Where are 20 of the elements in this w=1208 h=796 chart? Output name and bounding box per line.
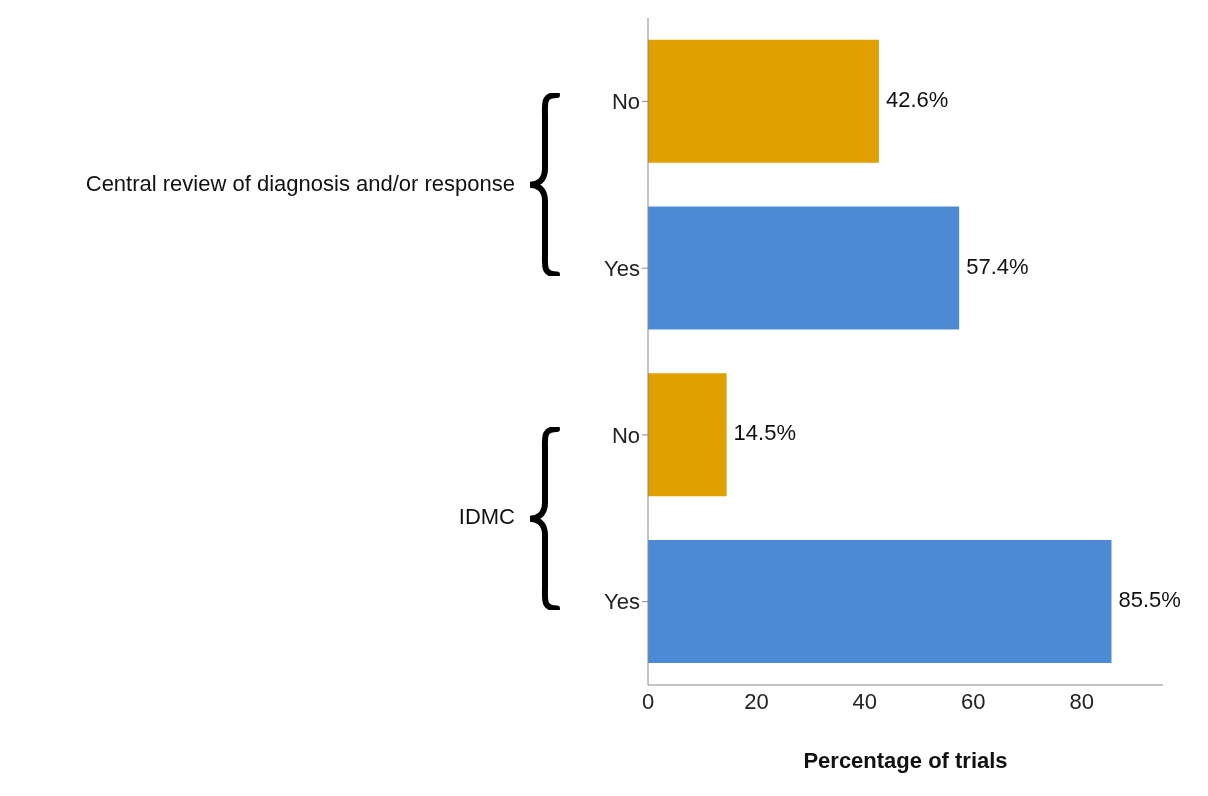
bar <box>648 39 879 163</box>
y-tick-label: No <box>611 89 640 115</box>
y-tick-label: Yes <box>604 589 640 615</box>
x-tick-label: 20 <box>744 688 769 714</box>
data-label: 85.5% <box>1118 587 1181 613</box>
text: Central review of diagnosis and/or response <box>85 170 515 197</box>
bar <box>648 206 960 330</box>
x-tick-label: 0 <box>641 688 655 714</box>
x-tick-label: 80 <box>1069 688 1094 714</box>
text: IDMC <box>458 504 515 531</box>
data-label: 42.6% <box>885 86 949 112</box>
y-tick-label: No <box>611 422 640 448</box>
data-label: 14.5% <box>733 420 796 446</box>
data-label: 57.4% <box>966 253 1029 279</box>
x-tick-label: 40 <box>852 688 878 714</box>
bar <box>648 373 727 497</box>
y-tick-label: Yes <box>604 255 640 281</box>
bar <box>648 539 1112 663</box>
x-axis-title: Percentage of trials <box>803 748 1008 773</box>
x-tick-label: 60 <box>961 688 986 714</box>
